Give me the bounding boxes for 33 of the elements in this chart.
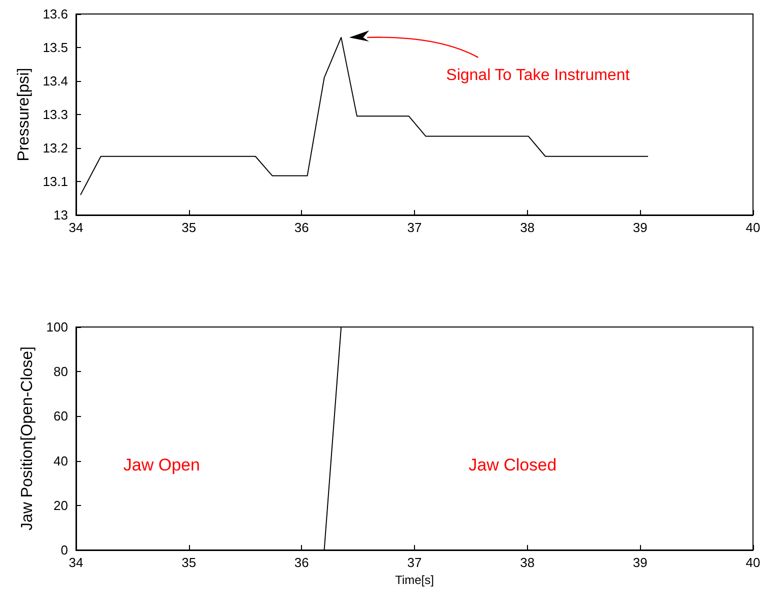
y-tick-label: 13.2 xyxy=(42,140,68,156)
y-tick-label: 13.3 xyxy=(42,107,68,122)
y-axis-title: Pressure[psi] xyxy=(15,68,32,162)
y-tick-label: 100 xyxy=(46,320,68,334)
y-tick-label: 13 xyxy=(54,208,68,222)
x-tick-label: 40 xyxy=(746,220,760,235)
x-tick-label: 35 xyxy=(182,555,196,570)
y-tick-label: 40 xyxy=(54,453,68,468)
x-tick-label: 34 xyxy=(68,555,84,570)
x-tick-label: 38 xyxy=(520,555,535,570)
y-tick-label: 0 xyxy=(60,542,68,558)
x-tick-label: 38 xyxy=(520,220,535,235)
x-tick-label: 34 xyxy=(68,220,84,235)
y-axis-title: Jaw Position[Open-Close] xyxy=(18,346,36,531)
y-tick-label: 13.1 xyxy=(42,174,68,189)
x-tick-label: 39 xyxy=(632,555,648,570)
x-tick-label: 35 xyxy=(182,220,196,235)
annotation: Signal To Take Instrument xyxy=(446,66,630,84)
y-tick-label: 13.4 xyxy=(42,74,68,88)
y-tick-label: 13.5 xyxy=(42,40,68,55)
annotation: Jaw Closed xyxy=(468,456,557,475)
y-tick-label: 20 xyxy=(54,498,68,513)
x-tick-label: 40 xyxy=(746,555,760,570)
y-tick-label: 13.6 xyxy=(42,6,68,22)
x-axis-title: Time[s] xyxy=(395,572,434,587)
x-tick-label: 36 xyxy=(294,220,309,235)
x-tick-label: 37 xyxy=(407,220,422,235)
x-tick-label: 39 xyxy=(632,220,648,235)
x-tick-label: 37 xyxy=(407,555,422,570)
y-tick-label: 60 xyxy=(54,408,68,424)
x-tick-label: 36 xyxy=(294,555,309,570)
y-tick-label: 80 xyxy=(54,364,68,380)
annotation: Jaw Open xyxy=(123,456,200,475)
